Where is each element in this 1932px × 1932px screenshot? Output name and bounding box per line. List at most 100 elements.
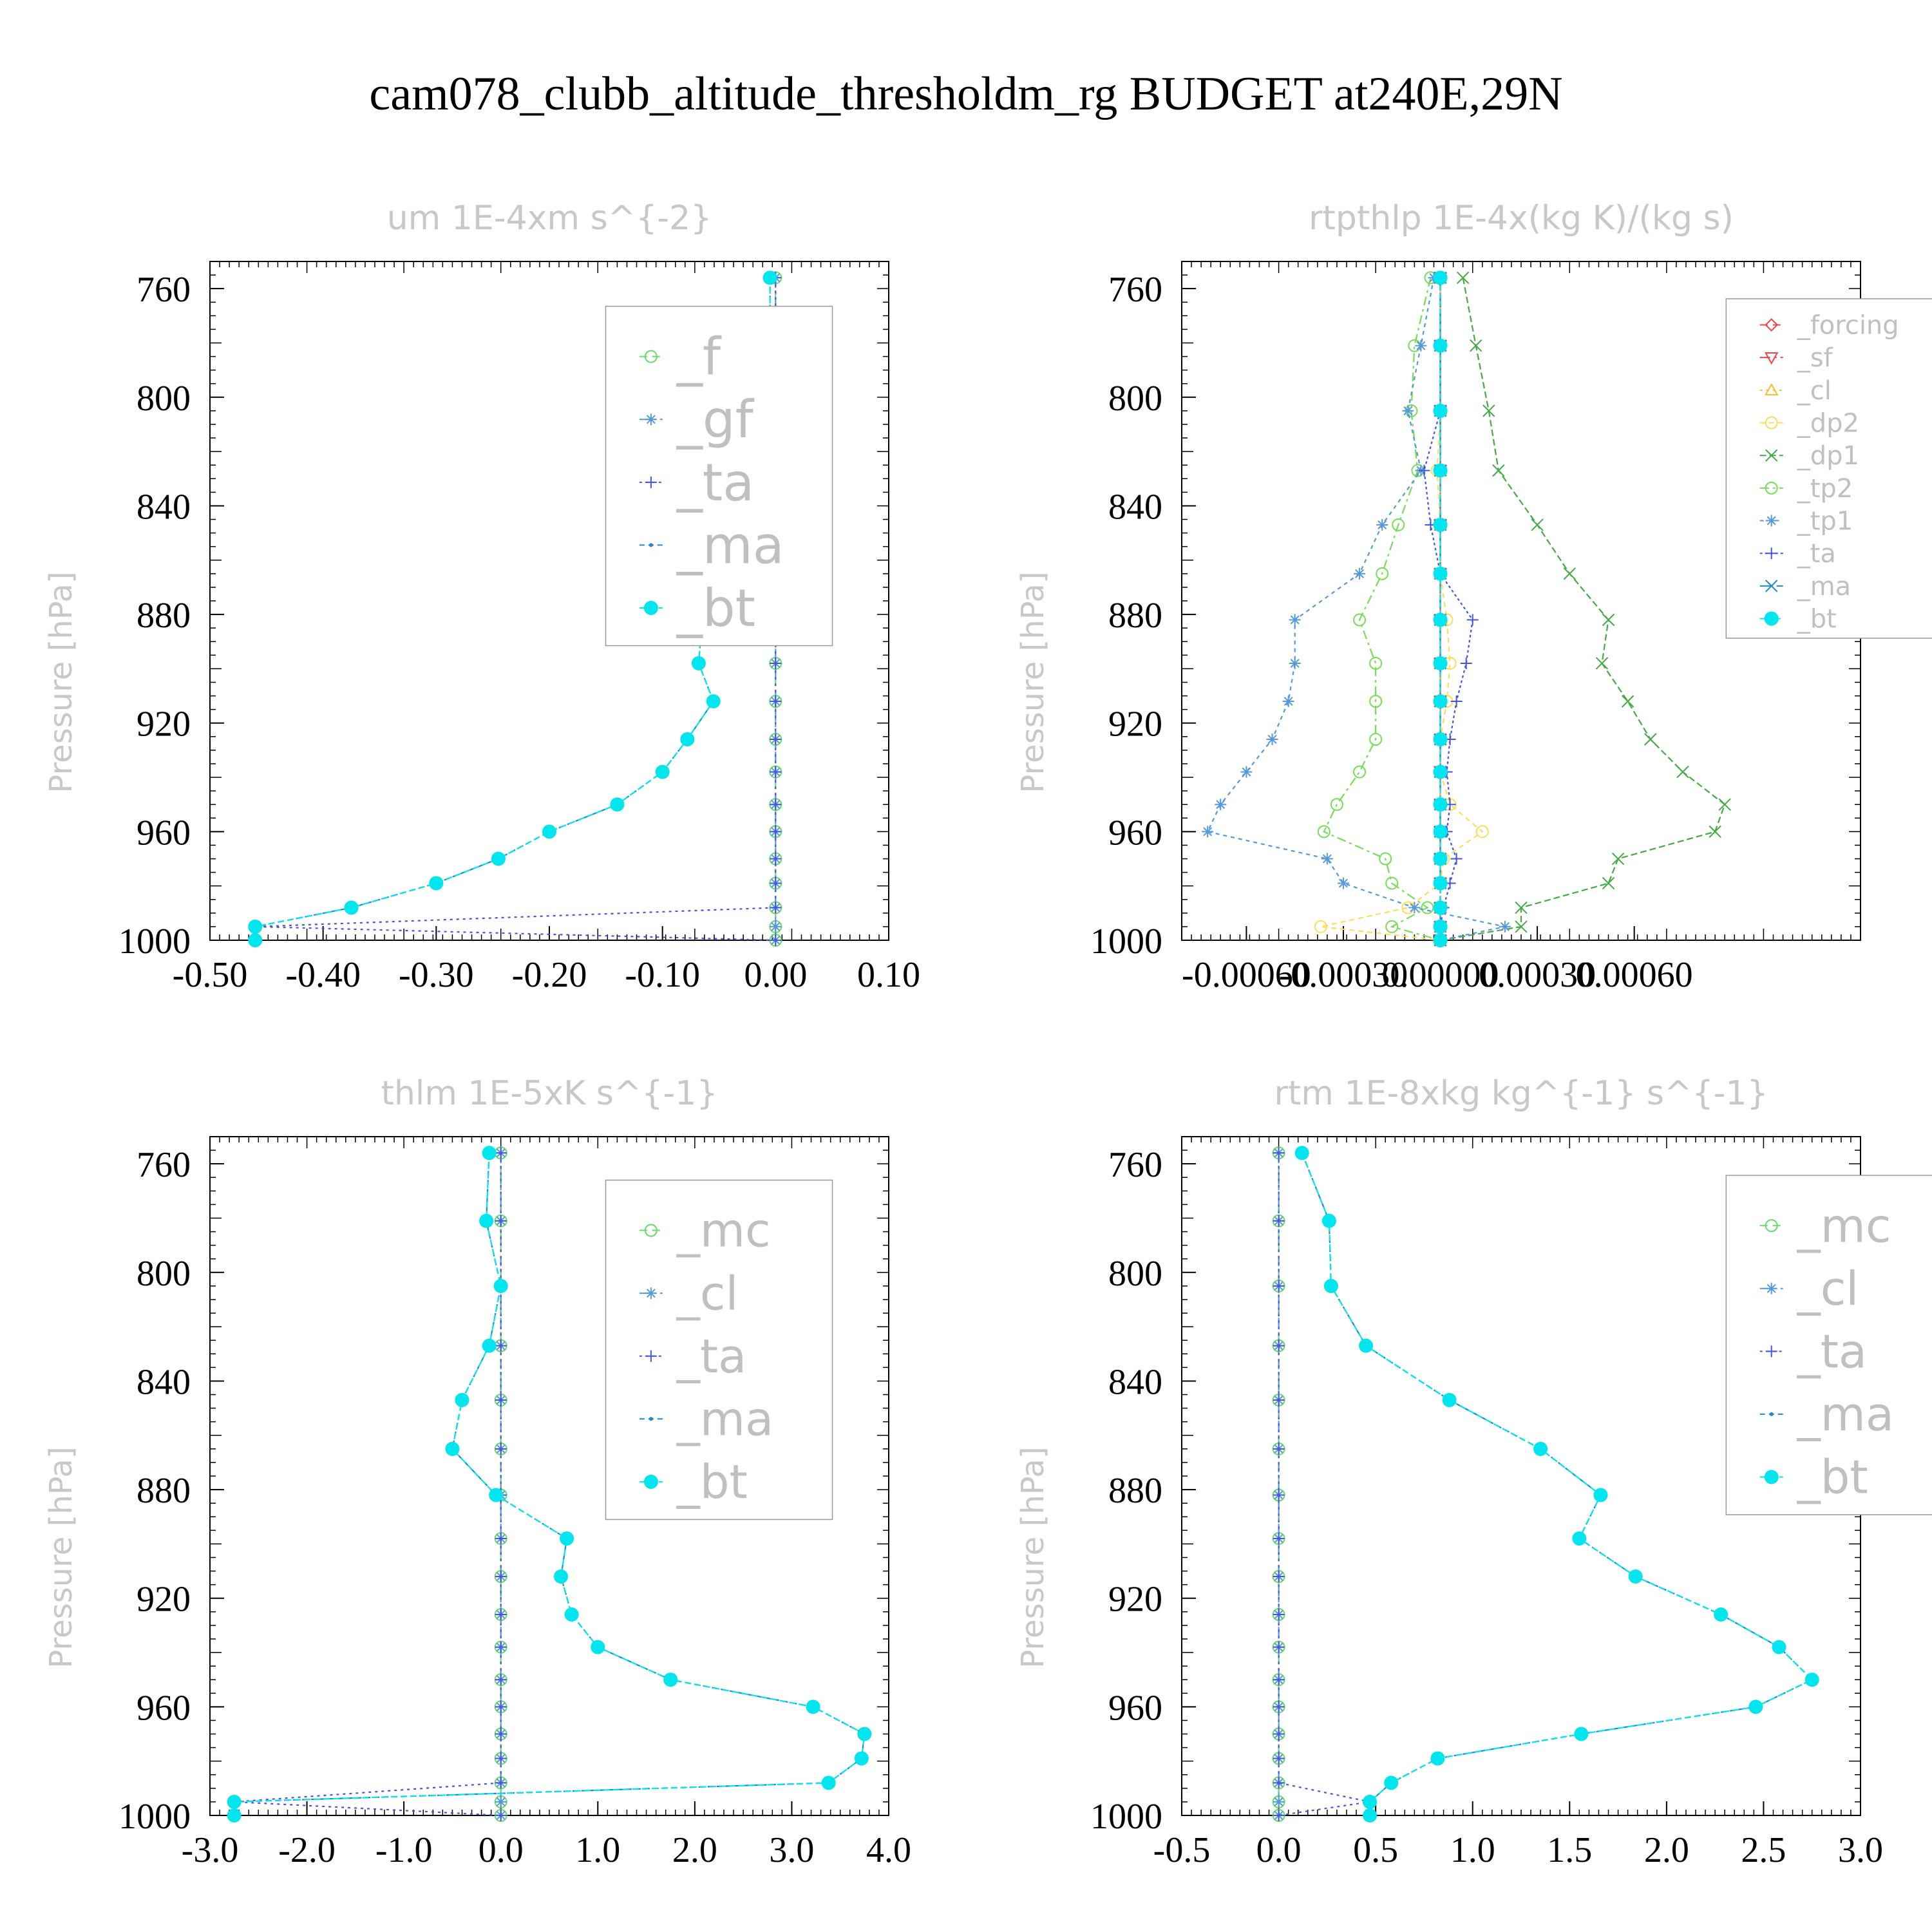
data-point [1433,270,1448,285]
data-point [248,933,263,947]
series-line [1440,278,1726,942]
y-axis-label: Pressure [hPa] [1015,1446,1051,1668]
data-point [1748,1700,1763,1714]
x-tick-label: 1.0 [575,1830,620,1870]
legend-marker [644,1224,658,1237]
legend: _f_gf_ta_ma_bt [605,305,833,647]
data-point [1273,1215,1285,1227]
data-point [495,1443,507,1455]
x-tick-label: -0.20 [512,955,587,995]
legend-label: _tp1 [1797,507,1853,536]
legend-label: _cl [1797,1262,1859,1316]
legend-marker [643,601,658,616]
data-point [1354,567,1366,580]
data-point [821,1776,836,1790]
data-point [770,826,782,838]
data-point [429,876,444,891]
legend-marker [1765,547,1777,560]
data-point [1363,1808,1378,1823]
data-point [1475,825,1489,838]
x-tick-label: 3.0 [769,1830,814,1870]
x-tick-label: -0.30 [399,955,474,995]
data-point [1574,1727,1589,1741]
y-axis-label: Pressure [hPa] [43,1446,79,1668]
y-tick-label: 920 [1108,1580,1162,1620]
legend-label: _gf [676,390,755,450]
y-tick-label: 880 [1108,596,1162,636]
panel-title: rtm 1E-8xkg kg^{-1} s^{-1} [1274,1074,1768,1113]
y-tick-label: 1000 [1090,1797,1162,1837]
data-point [680,732,695,747]
x-tick-label: 0.00030 [1479,955,1596,995]
legend-label: _dp2 [1797,409,1859,439]
data-point [1415,339,1427,352]
data-point [770,734,782,746]
series-line [1423,278,1473,940]
chart-panel-3: thlm 1E-5xK s^{-1} Pressure [hPa] -3.0 -2.0… [43,1074,911,1870]
data-point [479,1213,494,1228]
panel-title: rtpthlp 1E-4x(kg K)/(kg s) [1309,199,1734,238]
data-point [1408,902,1421,914]
data-point [1492,464,1505,477]
data-point [1418,464,1430,477]
data-point [1433,403,1448,418]
legend-label: _dp1 [1797,441,1859,471]
data-point [1718,798,1731,811]
data-point [1363,1794,1378,1809]
data-point [1337,877,1349,889]
data-point [1433,338,1448,353]
data-point [1314,920,1327,933]
x-tick-label: 1.0 [1450,1830,1495,1870]
data-point [1621,695,1634,708]
data-point [1482,404,1495,417]
data-point [1433,732,1448,747]
data-point [1266,734,1278,746]
data-point [1450,695,1463,707]
legend-label: _ma [676,1392,773,1446]
data-point [495,1641,507,1653]
y-axis-label: Pressure [hPa] [43,571,79,793]
legend-marker [1765,1219,1778,1233]
data-point [1273,1280,1285,1292]
data-point [495,1674,507,1686]
y-tick-label: 880 [137,1471,191,1511]
series-ta [228,1147,507,1821]
data-point [1563,567,1576,580]
legend-marker [1764,1470,1779,1484]
data-point [1602,876,1615,890]
data-point [770,934,782,946]
data-point [495,1728,507,1740]
x-tick-label: 0.00060 [1576,955,1693,995]
series-bt [227,1146,872,1823]
x-tick-label: 4.0 [866,1830,911,1870]
data-point [495,1752,507,1765]
data-point [227,1808,242,1823]
data-point [495,1215,507,1227]
y-tick-label: 960 [137,1688,191,1728]
series-line [1323,278,1441,942]
x-tick-label: -2.0 [278,1830,336,1870]
x-tick-label: 3.0 [1838,1830,1883,1870]
legend-label: _ma [1797,572,1851,601]
data-point [1273,1777,1285,1789]
legend-label: _bt [676,578,755,638]
data-point [1433,900,1448,915]
data-point [1353,765,1367,779]
data-point [1240,766,1253,778]
data-point [591,1640,605,1654]
legend-marker [645,476,657,488]
data-point [495,1570,507,1582]
x-tick-label: -0.00060 [1182,955,1311,995]
data-point [1376,518,1388,531]
data-point [1273,1570,1285,1582]
data-point [560,1531,574,1546]
data-point [554,1569,569,1584]
data-point [663,1672,678,1687]
y-tick-label: 840 [1108,487,1162,527]
legend-box [1725,298,1932,639]
legend-marker [1765,318,1779,332]
y-tick-label: 800 [1108,379,1162,419]
x-tick-label: -0.50 [173,955,248,995]
data-point [1294,1146,1309,1160]
legend-label: _f [676,327,722,387]
